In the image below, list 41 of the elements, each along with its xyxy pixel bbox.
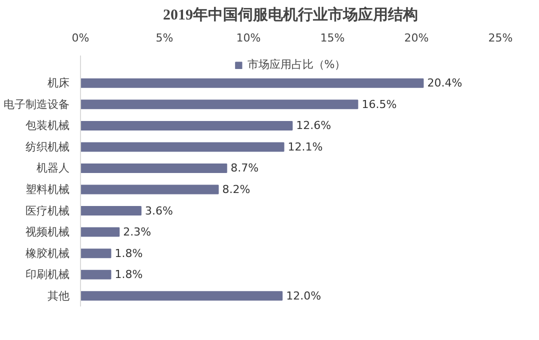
bar — [80, 163, 228, 173]
x-tick-label: 20% — [404, 32, 429, 44]
x-tick-label: 25% — [488, 32, 513, 44]
chart-title: 2019年中国伺服电机行业市场应用结构 — [163, 6, 418, 24]
bar — [80, 120, 293, 130]
data-label: 12.1% — [288, 140, 323, 154]
bar — [80, 78, 424, 88]
y-tick-label: 视频机械 — [26, 226, 70, 239]
y-tick-label: 包装机械 — [26, 119, 70, 132]
data-label: 12.6% — [296, 119, 332, 132]
bar — [80, 248, 112, 258]
data-label: 20.4% — [427, 76, 462, 90]
bar — [80, 227, 120, 237]
data-label: 8.2% — [222, 183, 250, 196]
data-label: 2.3% — [123, 226, 152, 239]
y-tick-label: 其他 — [48, 289, 70, 302]
legend-label: 市场应用占比（%） — [247, 57, 346, 72]
y-tick-label: 机器人 — [36, 162, 70, 175]
x-tick-label: 0% — [72, 32, 90, 44]
data-label: 1.8% — [114, 246, 143, 260]
data-label: 12.0% — [286, 289, 322, 302]
bar — [80, 270, 112, 280]
bar — [80, 291, 283, 301]
bar — [80, 206, 142, 216]
y-tick-label: 塑料机械 — [26, 183, 70, 196]
y-tick-label: 纺织机械 — [26, 140, 70, 154]
data-label: 8.7% — [230, 162, 259, 175]
y-tick-label: 橡胶机械 — [26, 246, 70, 260]
y-tick-label: 机床 — [48, 76, 70, 90]
data-label: 1.8% — [114, 268, 143, 282]
y-tick-label: 电子制造设备 — [4, 98, 70, 111]
data-label: 3.6% — [144, 204, 173, 218]
bar — [80, 100, 358, 110]
y-tick-label: 印刷机械 — [26, 268, 70, 282]
bar — [80, 142, 284, 152]
bar — [80, 184, 219, 194]
x-tick-label: 15% — [320, 32, 345, 44]
data-label: 16.5% — [362, 98, 397, 111]
x-tick-label: 5% — [156, 32, 174, 44]
x-tick-label: 10% — [236, 32, 261, 44]
y-tick-label: 医疗机械 — [26, 204, 70, 218]
